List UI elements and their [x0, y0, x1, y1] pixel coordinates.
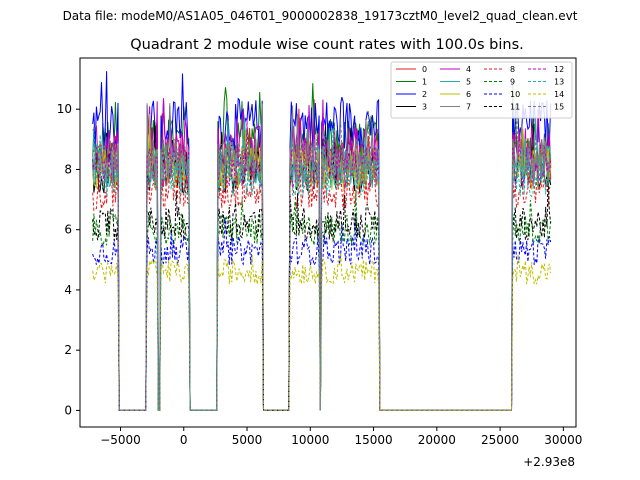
legend-label-11: 11	[510, 103, 520, 112]
legend-label-14: 14	[554, 90, 564, 99]
legend-label-7: 7	[466, 103, 471, 112]
legend-label-3: 3	[422, 103, 427, 112]
y-tick-label: 0	[64, 403, 72, 417]
legend-label-10: 10	[510, 90, 520, 99]
x-offset-label: +2.93e8	[523, 455, 575, 469]
x-axis: −5000 0 5000 10000 15000 20000 25000 30000	[100, 427, 582, 447]
y-tick-label: 10	[57, 102, 72, 116]
y-tick-label: 4	[64, 283, 72, 297]
y-tick-label: 2	[64, 343, 72, 357]
legend-label-8: 8	[510, 65, 515, 74]
legend-label-13: 13	[554, 78, 564, 87]
x-tick-label: 15000	[354, 433, 392, 447]
legend-label-1: 1	[422, 78, 427, 87]
x-tick-label: 25000	[481, 433, 519, 447]
x-tick-label: 10000	[291, 433, 329, 447]
y-tick-label: 8	[64, 162, 72, 176]
legend-label-9: 9	[510, 78, 515, 87]
x-tick-label: 5000	[232, 433, 263, 447]
chart-figure: Data file: modeM0/AS1A05_046T01_90000028…	[0, 0, 640, 480]
data-file-caption: Data file: modeM0/AS1A05_046T01_90000028…	[63, 9, 578, 23]
legend-label-2: 2	[422, 90, 427, 99]
legend-label-6: 6	[466, 90, 471, 99]
legend-label-5: 5	[466, 78, 471, 87]
legend-label-12: 12	[554, 65, 564, 74]
legend-box	[391, 62, 572, 118]
legend-label-15: 15	[554, 103, 564, 112]
y-tick-label: 6	[64, 223, 72, 237]
x-tick-label: 0	[180, 433, 188, 447]
x-tick-label: 30000	[544, 433, 582, 447]
chart-title: Quadrant 2 module wise count rates with …	[130, 37, 524, 53]
legend-label-4: 4	[466, 65, 471, 74]
series-line-14	[93, 252, 551, 410]
x-tick-label: −5000	[100, 433, 141, 447]
y-axis: 0 2 4 6 8 10	[57, 102, 80, 417]
series-layer	[93, 71, 551, 410]
legend-label-0: 0	[422, 65, 427, 74]
x-tick-label: 20000	[418, 433, 456, 447]
